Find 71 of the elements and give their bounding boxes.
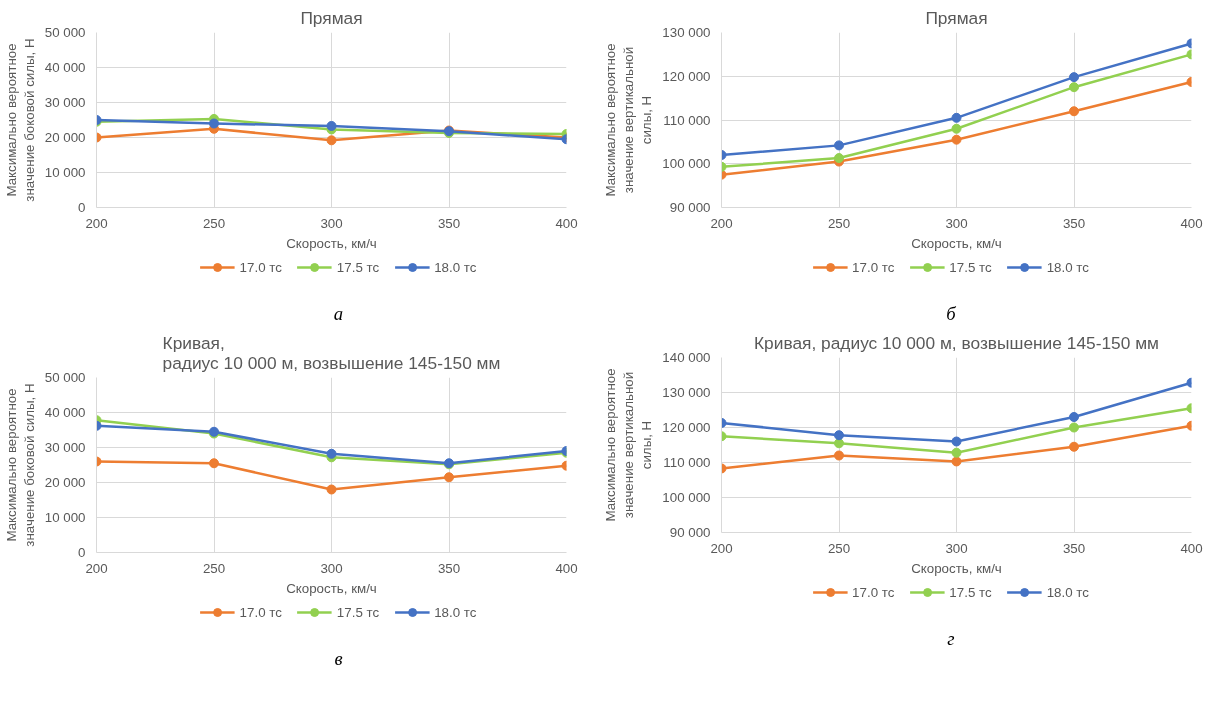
legend-label: 17.5 тс: [949, 259, 992, 275]
y-tick-label: 20 000: [44, 475, 86, 490]
chart-title: Прямая: [300, 7, 363, 28]
y-axis-title: Максимально вероятное значение вертикальной силы, Н: [603, 43, 655, 197]
x-tick-label: 300: [945, 540, 968, 556]
y-tick-label: 120 000: [662, 420, 711, 435]
y-tick-label: 140 000: [662, 350, 711, 365]
x-axis-title: Скорость, км/ч: [911, 235, 1002, 251]
chart-title: Кривая, радиус 10 000 м, возвышение 145-150 мм: [754, 332, 1159, 353]
x-tick-label: 350: [1062, 540, 1086, 556]
y-tick-label: 30 000: [44, 95, 86, 110]
x-tick-label: 400: [1180, 540, 1203, 556]
y-tick-label: 30 000: [44, 440, 86, 455]
chart-title: Прямая: [925, 7, 988, 28]
x-axis-title: Скорость, км/ч: [286, 235, 377, 251]
y-tick-label: 110 000: [663, 112, 711, 128]
y-tick-label: 100 000: [662, 156, 711, 172]
legend-label: 17.0 тс: [852, 259, 895, 275]
y-tick-label: 130 000: [662, 25, 711, 40]
x-tick-label: 250: [202, 215, 226, 231]
y-tick-label: 40 000: [44, 60, 86, 75]
x-tick-label: 300: [320, 560, 343, 576]
legend-label: 17.5 тс: [336, 259, 380, 275]
x-tick-label: 250: [827, 540, 851, 556]
x-tick-label: 350: [437, 215, 461, 231]
y-tick-label: 0: [78, 200, 86, 215]
x-tick-label: 250: [827, 215, 851, 231]
y-tick-label: 10 000: [44, 165, 86, 180]
x-tick-label: 200: [85, 215, 108, 231]
legend-label: 17.5 тс: [949, 584, 992, 600]
x-tick-label: 200: [710, 540, 733, 556]
legend-label: 18.0 тс: [1046, 584, 1089, 600]
text: в: [334, 648, 343, 670]
legend-label: 17.0 тс: [239, 259, 282, 275]
x-axis-title: Скорость, км/ч: [911, 560, 1002, 576]
x-tick-label: 300: [945, 215, 968, 231]
legend-label: 17.0 тс: [852, 584, 895, 600]
legend-label: 18.0 тс: [434, 259, 477, 275]
y-tick-label: 50 000: [44, 370, 86, 385]
x-tick-label: 300: [320, 215, 343, 231]
x-tick-label: 200: [85, 560, 108, 576]
text: г: [947, 628, 955, 650]
y-axis-title: Максимально вероятное значение боковой силы, Н: [3, 383, 37, 547]
y-tick-label: 0: [78, 545, 86, 560]
y-tick-label: 20 000: [44, 130, 86, 145]
x-tick-label: 250: [202, 560, 226, 576]
y-tick-label: 40 000: [44, 405, 86, 420]
legend-label: 17.0 тс: [239, 604, 282, 620]
text: а: [333, 303, 344, 325]
x-axis-title: Скорость, км/ч: [286, 580, 377, 596]
y-tick-label: 50 000: [44, 25, 86, 40]
y-tick-label: 110 000: [663, 455, 711, 470]
chart-title: Кривая, радиус 10 000 м, возвышение 145-150 мм: [162, 332, 501, 373]
x-tick-label: 400: [1180, 215, 1203, 231]
y-tick-label: 120 000: [662, 68, 711, 84]
text: б: [946, 303, 957, 325]
x-tick-label: 400: [555, 560, 578, 576]
x-tick-label: 350: [1062, 215, 1086, 231]
x-tick-label: 400: [555, 215, 578, 231]
y-axis-title: Максимально вероятное значение вертикальной силы, Н: [603, 368, 655, 522]
x-tick-label: 350: [437, 560, 461, 576]
y-tick-label: 100 000: [662, 490, 711, 505]
legend-label: 18.0 тс: [434, 604, 477, 620]
y-tick-label: 130 000: [662, 385, 711, 400]
y-tick-label: 90 000: [669, 200, 711, 215]
legend-label: 17.5 тс: [336, 604, 380, 620]
x-tick-label: 200: [710, 215, 733, 231]
y-axis-title: Максимально вероятное значение боковой силы, Н: [3, 38, 37, 202]
legend-label: 18.0 тс: [1046, 259, 1089, 275]
y-tick-label: 10 000: [44, 510, 86, 525]
y-tick-label: 90 000: [669, 525, 711, 540]
